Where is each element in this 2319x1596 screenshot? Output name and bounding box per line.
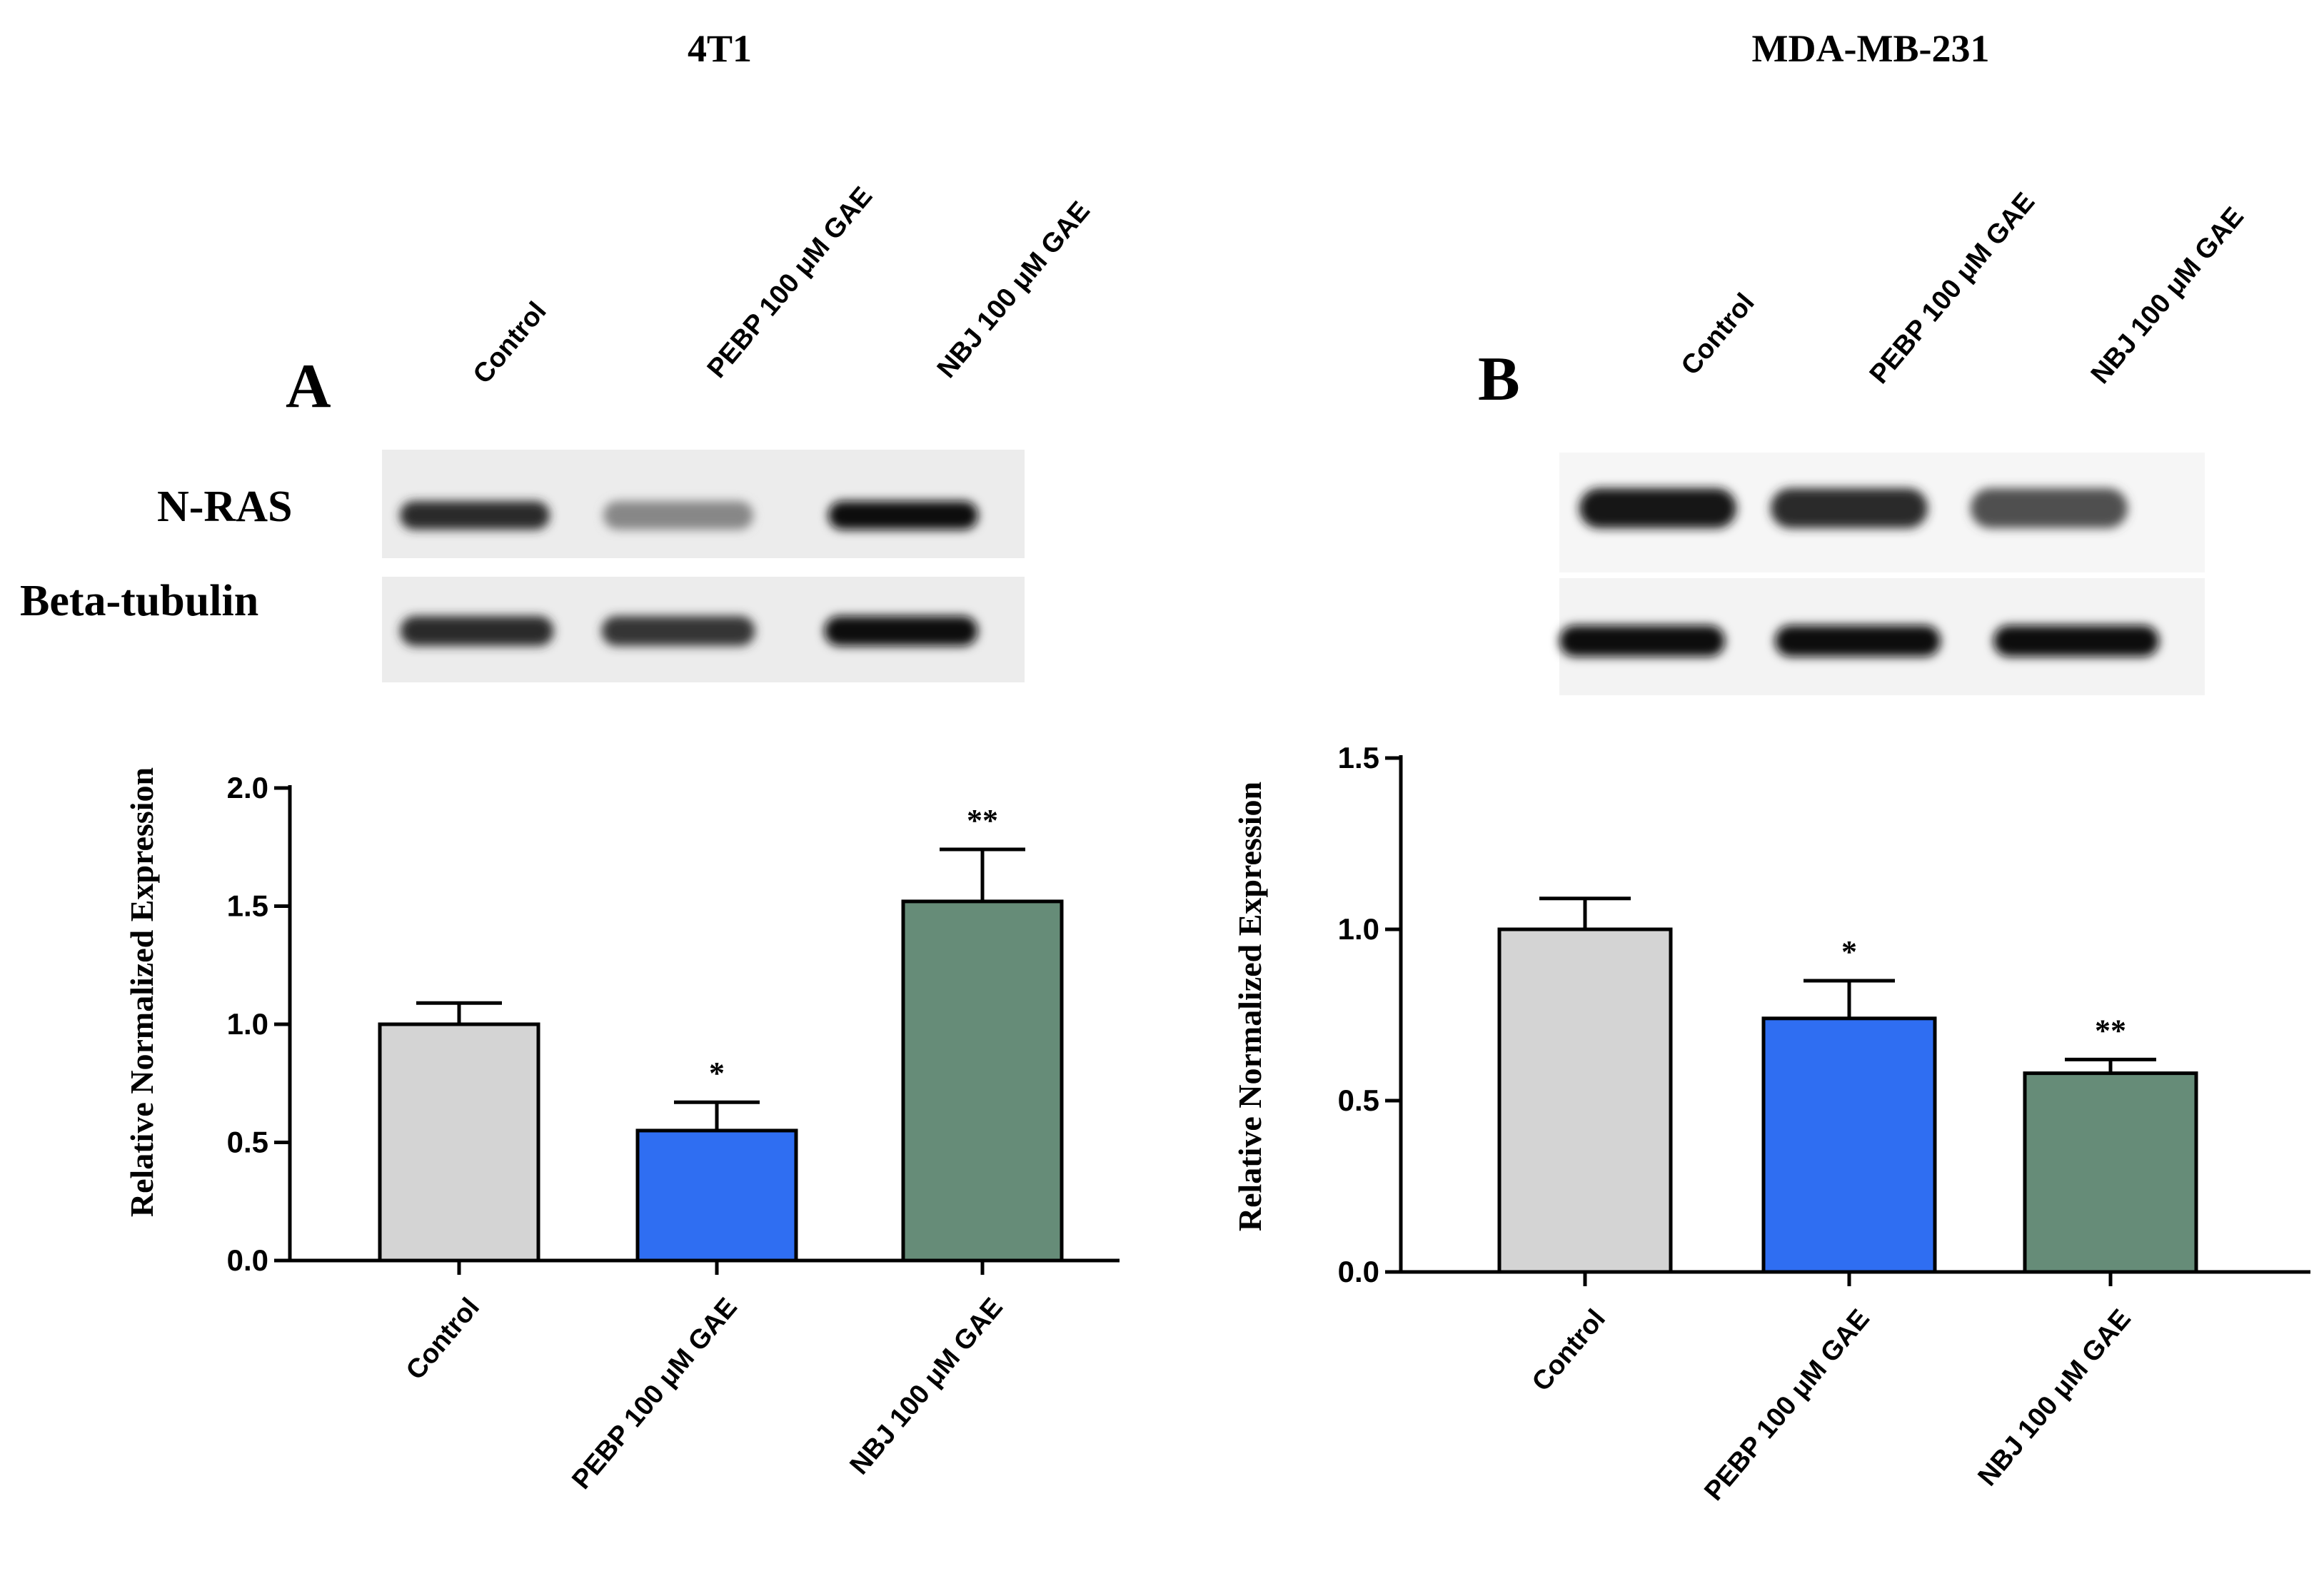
- chart-b: 0.0 0.5 1.0 1.5 Control * PEBP 100 μM GAE ** NBJ…: [1338, 741, 2310, 1507]
- chart-a-ytick-label-4: 2.0: [227, 771, 268, 804]
- panel-b: MDA-MB-231 B Control PEBP 100 μM GAE NBJ…: [1232, 27, 2310, 1507]
- chart-a-significance-2: *: [709, 1056, 725, 1091]
- chart-b-bar-2: [1761, 1016, 1937, 1274]
- panel-a-blot-bands-tubulin: [400, 616, 978, 646]
- panel-a-nras-band-2: [603, 501, 753, 530]
- chart-a-category-label-2: PEBP 100 μM GAE: [566, 1293, 743, 1495]
- chart-a-ytick-label-2: 1.0: [227, 1007, 268, 1041]
- panel-a-letter: A: [286, 352, 331, 421]
- panel-a-blot-label-nras: N-RAS: [157, 483, 292, 531]
- panel-a-nras-band-1: [400, 501, 550, 530]
- panel-b-tubulin-band-2: [1775, 625, 1941, 657]
- panel-b-blot-bands-nras: [1579, 488, 2128, 528]
- panel-a: 4T1 A Control PEBP 100 μM GAE NBJ 100 μM…: [20, 27, 1120, 1495]
- chart-b-ytick-label-1: 0.5: [1338, 1084, 1379, 1117]
- panel-a-tubulin-band-1: [400, 616, 554, 646]
- panel-a-lane-label-pebp: PEBP 100 μM GAE: [702, 181, 879, 384]
- panel-a-blot-bands-nras: [400, 501, 978, 530]
- chart-a-significance-3: **: [967, 803, 998, 838]
- chart-a-bar-2: [635, 1128, 798, 1263]
- panel-b-blot-bands-tubulin: [1559, 625, 2159, 657]
- chart-b-significance-2: *: [1841, 934, 1857, 969]
- chart-b-ylabel: Relative Normalized Expression: [1232, 782, 1268, 1231]
- chart-a-ytick-label-1: 0.5: [227, 1126, 268, 1159]
- chart-a-ytick-label-3: 1.5: [227, 889, 268, 923]
- panel-a-lane-label-nbj: NBJ 100 μM GAE: [932, 196, 1096, 384]
- panel-b-lane-label-control: Control: [1676, 288, 1761, 380]
- chart-a-bar-1: [378, 1022, 540, 1263]
- chart-a-category-label-1: Control: [401, 1293, 486, 1385]
- panel-b-nras-band-2: [1771, 488, 1928, 528]
- panel-b-letter: B: [1478, 345, 1520, 414]
- panel-a-tubulin-band-2: [601, 616, 755, 646]
- panel-b-lane-label-pebp: PEBP 100 μM GAE: [1864, 187, 2041, 390]
- chart-a-bar-3: [901, 899, 1064, 1263]
- chart-b-bar-1: [1497, 927, 1673, 1274]
- panel-a-cell-line-title: 4T1: [688, 27, 752, 70]
- chart-b-ytick-label-0: 0.0: [1338, 1255, 1379, 1288]
- panel-a-lane-label-control: Control: [468, 296, 553, 389]
- panel-a-tubulin-band-3: [824, 616, 978, 646]
- chart-b-ytick-label-3: 1.5: [1338, 741, 1379, 774]
- panel-b-tubulin-band-3: [1993, 625, 2159, 657]
- chart-b-significance-3: **: [2095, 1013, 2126, 1048]
- chart-a: 0.0 0.5 1.0 1.5 2.0 Control * PEBP 100 μM GAE **…: [227, 771, 1120, 1495]
- panel-b-nras-band-1: [1579, 488, 1736, 528]
- chart-b-category-label-2: PEBP 100 μM GAE: [1699, 1304, 1876, 1507]
- panel-a-blot-label-tubulin: Beta-tubulin: [20, 577, 258, 625]
- panel-a-nras-band-3: [828, 501, 978, 530]
- panel-b-nras-band-3: [1971, 488, 2128, 528]
- chart-b-bar-3: [2023, 1071, 2198, 1274]
- panel-b-lane-label-nbj: NBJ 100 μM GAE: [2086, 202, 2250, 390]
- panel-b-tubulin-band-1: [1559, 625, 1725, 657]
- chart-a-ytick-label-0: 0.0: [227, 1243, 268, 1277]
- chart-a-category-label-3: NBJ 100 μM GAE: [845, 1293, 1009, 1480]
- chart-b-ytick-label-2: 1.0: [1338, 912, 1379, 946]
- panel-b-cell-line-title: MDA-MB-231: [1752, 27, 1990, 70]
- chart-b-category-label-1: Control: [1526, 1304, 1611, 1397]
- chart-a-ylabel: Relative Normalized Expression: [124, 767, 160, 1217]
- chart-b-category-label-3: NBJ 100 μM GAE: [1973, 1304, 2137, 1492]
